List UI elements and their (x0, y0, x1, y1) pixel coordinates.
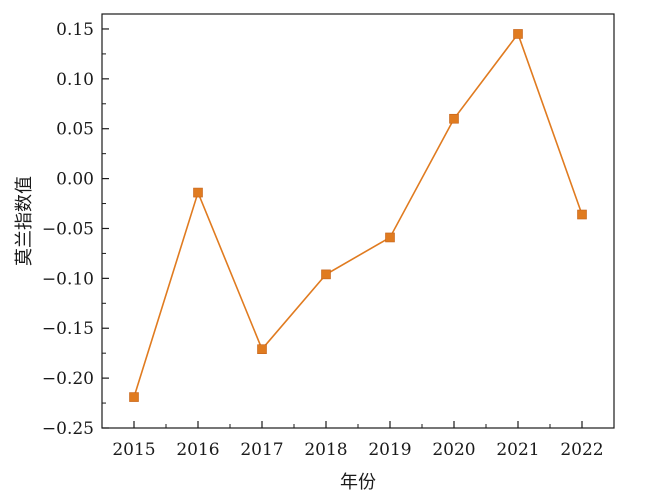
plot-frame (101, 13, 615, 429)
y-tick-label: −0.25 (42, 419, 94, 439)
y-tick-label: −0.05 (42, 219, 94, 239)
x-tick-label: 2019 (368, 440, 411, 460)
y-axis-title: 莫兰指数值 (14, 176, 35, 266)
data-point-marker (385, 232, 395, 243)
x-tick-label: 2018 (304, 440, 347, 460)
x-tick-label: 2020 (432, 440, 475, 460)
series-line (133, 32, 583, 398)
y-tick-label: −0.15 (42, 319, 94, 339)
y-axis-ticks: 0.15 0.10 0.05 0.00 −0.05 −0.10 −0.15 −0.20 −0.2… (42, 20, 109, 439)
x-tick-label: 2021 (496, 440, 539, 460)
x-tick-label: 2017 (240, 440, 283, 460)
data-point-marker (193, 187, 203, 198)
y-tick-label: 0.10 (56, 70, 94, 90)
y-tick-label: 0.05 (56, 120, 94, 140)
data-point-marker (257, 344, 267, 354)
data-point-marker (577, 209, 587, 220)
y-tick-label: 0.15 (56, 20, 94, 40)
x-tick-label: 2015 (112, 440, 155, 460)
data-point-marker (321, 269, 331, 280)
x-tick-label: 2016 (176, 440, 219, 460)
series-layer (129, 29, 587, 402)
data-point-marker (129, 392, 139, 402)
x-axis-ticks: 2015 2016 2017 2018 2019 2020 2021 2022 (112, 421, 604, 460)
x-axis-title: 年份 (340, 472, 376, 493)
data-point-marker (513, 29, 523, 39)
data-point-marker (449, 113, 459, 124)
x-tick-label: 2022 (560, 440, 603, 460)
y-tick-label: −0.10 (42, 269, 94, 289)
y-tick-label: −0.20 (42, 369, 94, 389)
y-tick-label: 0.00 (56, 170, 94, 190)
